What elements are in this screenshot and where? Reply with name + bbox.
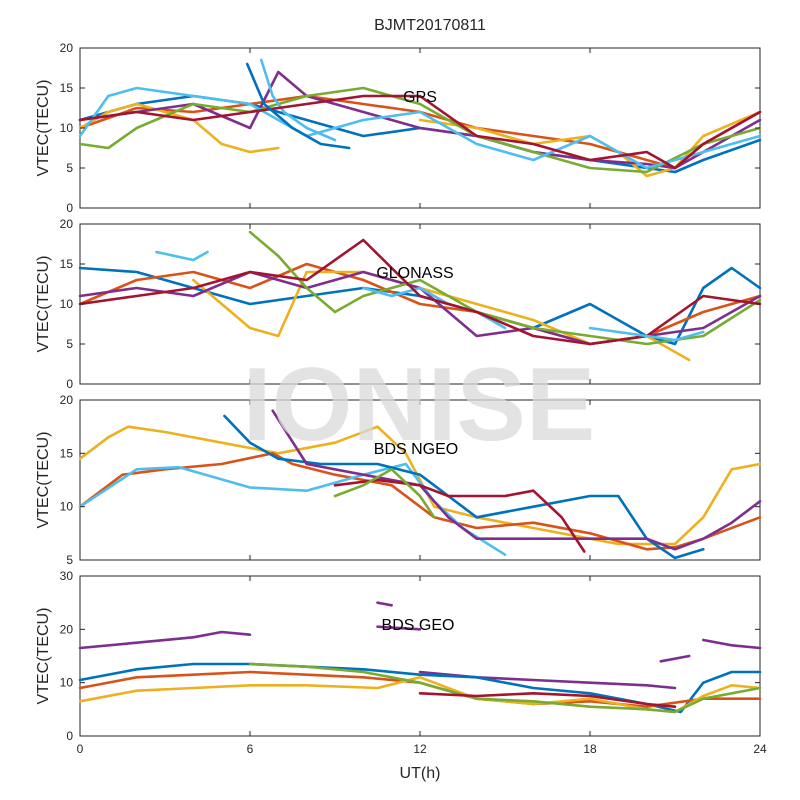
x-tick-label: 6	[247, 742, 254, 756]
y-tick-label: 30	[60, 569, 74, 583]
panel-label: GLONASS	[376, 265, 453, 282]
series-line-3	[376, 625, 422, 631]
y-axis-label: VTEC(TECU)	[35, 80, 52, 177]
panel-label: GPS	[403, 89, 437, 106]
series-line-8	[260, 58, 337, 142]
series-line-9	[78, 94, 762, 170]
series-line-6	[333, 478, 586, 553]
series-line-10	[248, 662, 762, 714]
y-tick-label: 10	[60, 500, 74, 514]
y-tick-label: 20	[60, 622, 74, 636]
y-axis-label: VTEC(TECU)	[35, 432, 52, 529]
series-line-5	[271, 409, 762, 551]
y-tick-label: 0	[66, 377, 73, 391]
y-tick-label: 20	[60, 393, 74, 407]
y-tick-label: 10	[60, 297, 74, 311]
panels-group: 0 5 10 15 20 VTEC(TECU) GPS 0 5 10 15 20 VTEC(TECU) G…	[35, 41, 767, 782]
y-axis-label: VTEC(TECU)	[35, 256, 52, 353]
y-tick-label: 15	[60, 257, 74, 271]
y-tick-label: 0	[66, 201, 73, 215]
series-line-2	[376, 601, 393, 607]
panel-label: BDS NGEO	[374, 441, 458, 458]
series-line-7	[333, 468, 436, 519]
series-line-5	[659, 654, 691, 663]
y-tick-label: 5	[66, 553, 73, 567]
y-tick-label: 0	[66, 729, 73, 743]
x-tick-label: 18	[583, 742, 597, 756]
series-line-1	[78, 630, 252, 650]
x-tick-label: 24	[753, 742, 767, 756]
series-line-5	[78, 70, 762, 170]
x-axis-label: UT(h)	[400, 765, 441, 782]
panel-label: BDS GEO	[382, 617, 455, 634]
y-tick-label: 15	[60, 446, 74, 460]
y-tick-label: 20	[60, 217, 74, 231]
series-line-1	[78, 425, 762, 546]
watermark-text: IONISE	[243, 347, 596, 463]
panel-4: 0 10 20 30 0 6 12 18 24 VTEC(TECU) BDS GEO UT(h)	[35, 569, 767, 782]
x-tick-label: 12	[413, 742, 427, 756]
series-line-10	[245, 62, 351, 150]
series-line-6	[155, 250, 209, 262]
panel-3: 5 10 15 20 VTEC(TECU) BDS NGEO	[35, 393, 762, 567]
series-line-7	[78, 86, 762, 170]
y-tick-label: 10	[60, 121, 74, 135]
figure-title: BJMT20170811	[374, 17, 486, 34]
axes-box	[79, 575, 761, 737]
y-axis-label: VTEC(TECU)	[35, 608, 52, 705]
y-tick-label: 20	[60, 41, 74, 55]
series-line-7	[78, 662, 762, 714]
series-line-3	[78, 462, 507, 556]
y-tick-label: 15	[60, 81, 74, 95]
y-tick-label: 5	[66, 337, 73, 351]
y-tick-label: 10	[60, 676, 74, 690]
x-tick-label: 0	[77, 742, 84, 756]
series-line-11	[418, 692, 677, 708]
panel-1: 0 5 10 15 20 VTEC(TECU) GPS	[35, 41, 762, 215]
series-line-5	[248, 230, 762, 346]
y-tick-label: 5	[66, 161, 73, 175]
series-line-6	[702, 638, 762, 650]
panel-2: 0 5 10 15 20 VTEC(TECU) GLONASS	[35, 217, 762, 391]
series-line-9	[588, 326, 705, 342]
